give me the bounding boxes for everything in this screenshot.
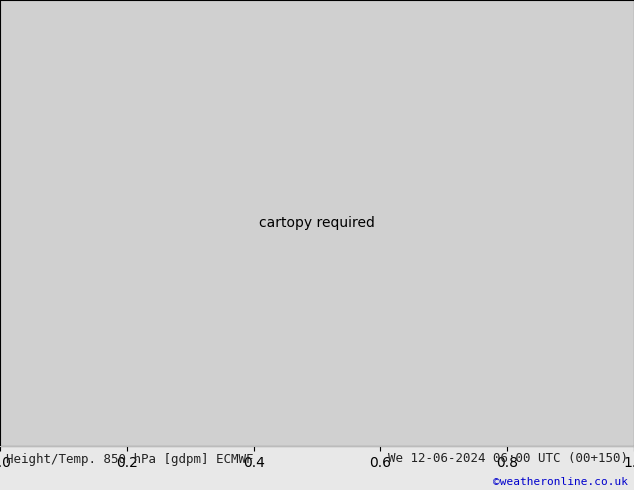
Text: cartopy required: cartopy required [259,216,375,230]
Text: ©weatheronline.co.uk: ©weatheronline.co.uk [493,477,628,487]
Text: We 12-06-2024 06:00 UTC (00+150): We 12-06-2024 06:00 UTC (00+150) [387,452,628,465]
Text: Height/Temp. 850 hPa [gdpm] ECMWF: Height/Temp. 850 hPa [gdpm] ECMWF [6,453,254,466]
